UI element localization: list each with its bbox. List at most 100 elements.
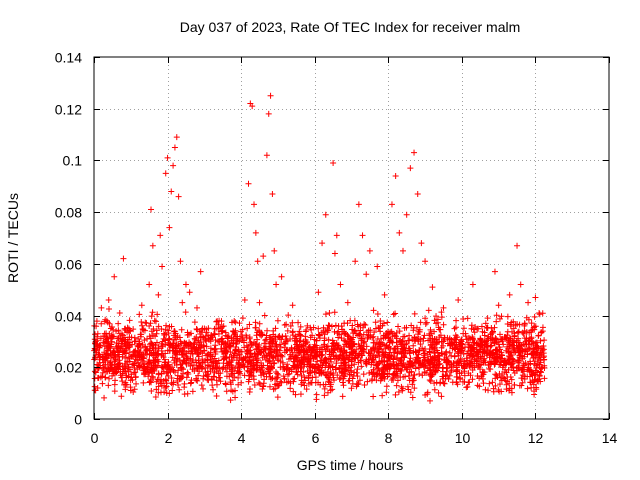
roti-point-bg — [516, 352, 523, 359]
roti-point-bg — [524, 385, 531, 392]
roti-point-bg — [284, 361, 291, 368]
roti-point-bg — [325, 336, 332, 343]
roti-point-bg — [260, 371, 267, 378]
roti-point-bg — [485, 387, 492, 394]
roti-point-bg — [422, 392, 429, 399]
roti-point-bg — [203, 372, 210, 379]
roti-point — [170, 162, 177, 169]
roti-point-bg — [211, 369, 218, 376]
x-tick-label: 6 — [312, 430, 320, 446]
roti-point — [190, 343, 197, 350]
roti-point — [274, 317, 281, 324]
roti-point-bg — [155, 371, 162, 378]
roti-point-bg — [331, 355, 338, 362]
roti-point-bg — [324, 389, 331, 396]
roti-point — [440, 304, 447, 311]
roti-point-bg — [215, 338, 222, 345]
roti-point-bg — [219, 327, 226, 334]
roti-point — [282, 341, 289, 348]
roti-point — [125, 325, 132, 332]
roti-point-bg — [384, 352, 391, 359]
roti-point — [528, 341, 535, 348]
roti-point-bg — [318, 351, 325, 358]
roti-point-bg — [504, 338, 511, 345]
roti-point-bg — [271, 347, 278, 354]
roti-point-bg — [149, 332, 156, 339]
roti-point-bg — [278, 336, 285, 343]
roti-point-bg — [152, 362, 159, 369]
roti-point-bg — [515, 328, 522, 335]
roti-point-bg — [170, 340, 177, 347]
roti-point-bg — [287, 385, 294, 392]
roti-point — [337, 281, 344, 288]
roti-point-bg — [476, 362, 483, 369]
roti-point — [116, 309, 123, 316]
roti-point-bg — [531, 361, 538, 368]
roti-point-bg — [353, 330, 360, 337]
roti-point-bg — [223, 388, 230, 395]
roti-point-bg — [324, 326, 331, 333]
roti-point-bg — [338, 346, 345, 353]
roti-point-bg — [158, 363, 165, 370]
roti-point-bg — [159, 350, 166, 357]
roti-point-bg — [415, 331, 422, 338]
roti-point-bg — [294, 338, 301, 345]
roti-point-bg — [395, 323, 402, 330]
roti-point — [182, 281, 189, 288]
roti-point-bg — [397, 374, 404, 381]
roti-point-bg — [255, 350, 262, 357]
roti-point-bg — [188, 377, 195, 384]
roti-point-bg — [236, 320, 243, 327]
roti-point-bg — [163, 389, 170, 396]
roti-point-bg — [350, 341, 357, 348]
roti-point-bg — [383, 364, 390, 371]
roti-point — [322, 211, 329, 218]
roti-point-bg — [470, 336, 477, 343]
roti-point-bg — [351, 327, 358, 334]
roti-point-bg — [150, 375, 157, 382]
roti-point-bg — [504, 320, 511, 327]
roti-point-bg — [110, 349, 117, 356]
roti-point-bg — [266, 345, 273, 352]
roti-point-bg — [516, 339, 523, 346]
roti-point-bg — [194, 377, 201, 384]
roti-point — [111, 273, 118, 280]
roti-point-bg — [430, 364, 437, 371]
roti-point-bg — [234, 367, 241, 374]
roti-point-bg — [485, 362, 492, 369]
roti-point-bg — [111, 388, 118, 395]
roti-point-bg — [137, 345, 144, 352]
roti-point-bg — [236, 364, 243, 371]
roti-point-bg — [388, 338, 395, 345]
roti-point-bg — [174, 332, 181, 339]
roti-point-bg — [104, 365, 111, 372]
roti-point-bg — [377, 328, 384, 335]
roti-point-bg — [331, 328, 338, 335]
roti-point-bg — [354, 321, 361, 328]
roti-point-bg — [188, 359, 195, 366]
roti-point-bg — [141, 337, 148, 344]
roti-point-bg — [431, 386, 438, 393]
roti-point-bg — [181, 350, 188, 357]
roti-point-bg — [227, 381, 234, 388]
roti-point — [179, 299, 186, 306]
roti-point-bg — [322, 359, 329, 366]
roti-point-bg — [148, 388, 155, 395]
roti-point-bg — [386, 371, 393, 378]
roti-point-bg — [392, 372, 399, 379]
roti-point-bg — [504, 374, 511, 381]
roti-point-bg — [349, 380, 356, 387]
roti-point-bg — [310, 347, 317, 354]
roti-point-bg — [321, 331, 328, 338]
roti-point-bg — [144, 335, 151, 342]
roti-point-bg — [379, 352, 386, 359]
roti-point-bg — [469, 376, 476, 383]
roti-point — [249, 103, 256, 110]
roti-point-bg — [101, 394, 108, 401]
roti-point-bg — [470, 344, 477, 351]
roti-point-bg — [290, 364, 297, 371]
roti-point-bg — [91, 368, 98, 375]
roti-point-bg — [179, 351, 186, 358]
roti-point-bg — [231, 370, 238, 377]
roti-point-bg — [165, 372, 172, 379]
